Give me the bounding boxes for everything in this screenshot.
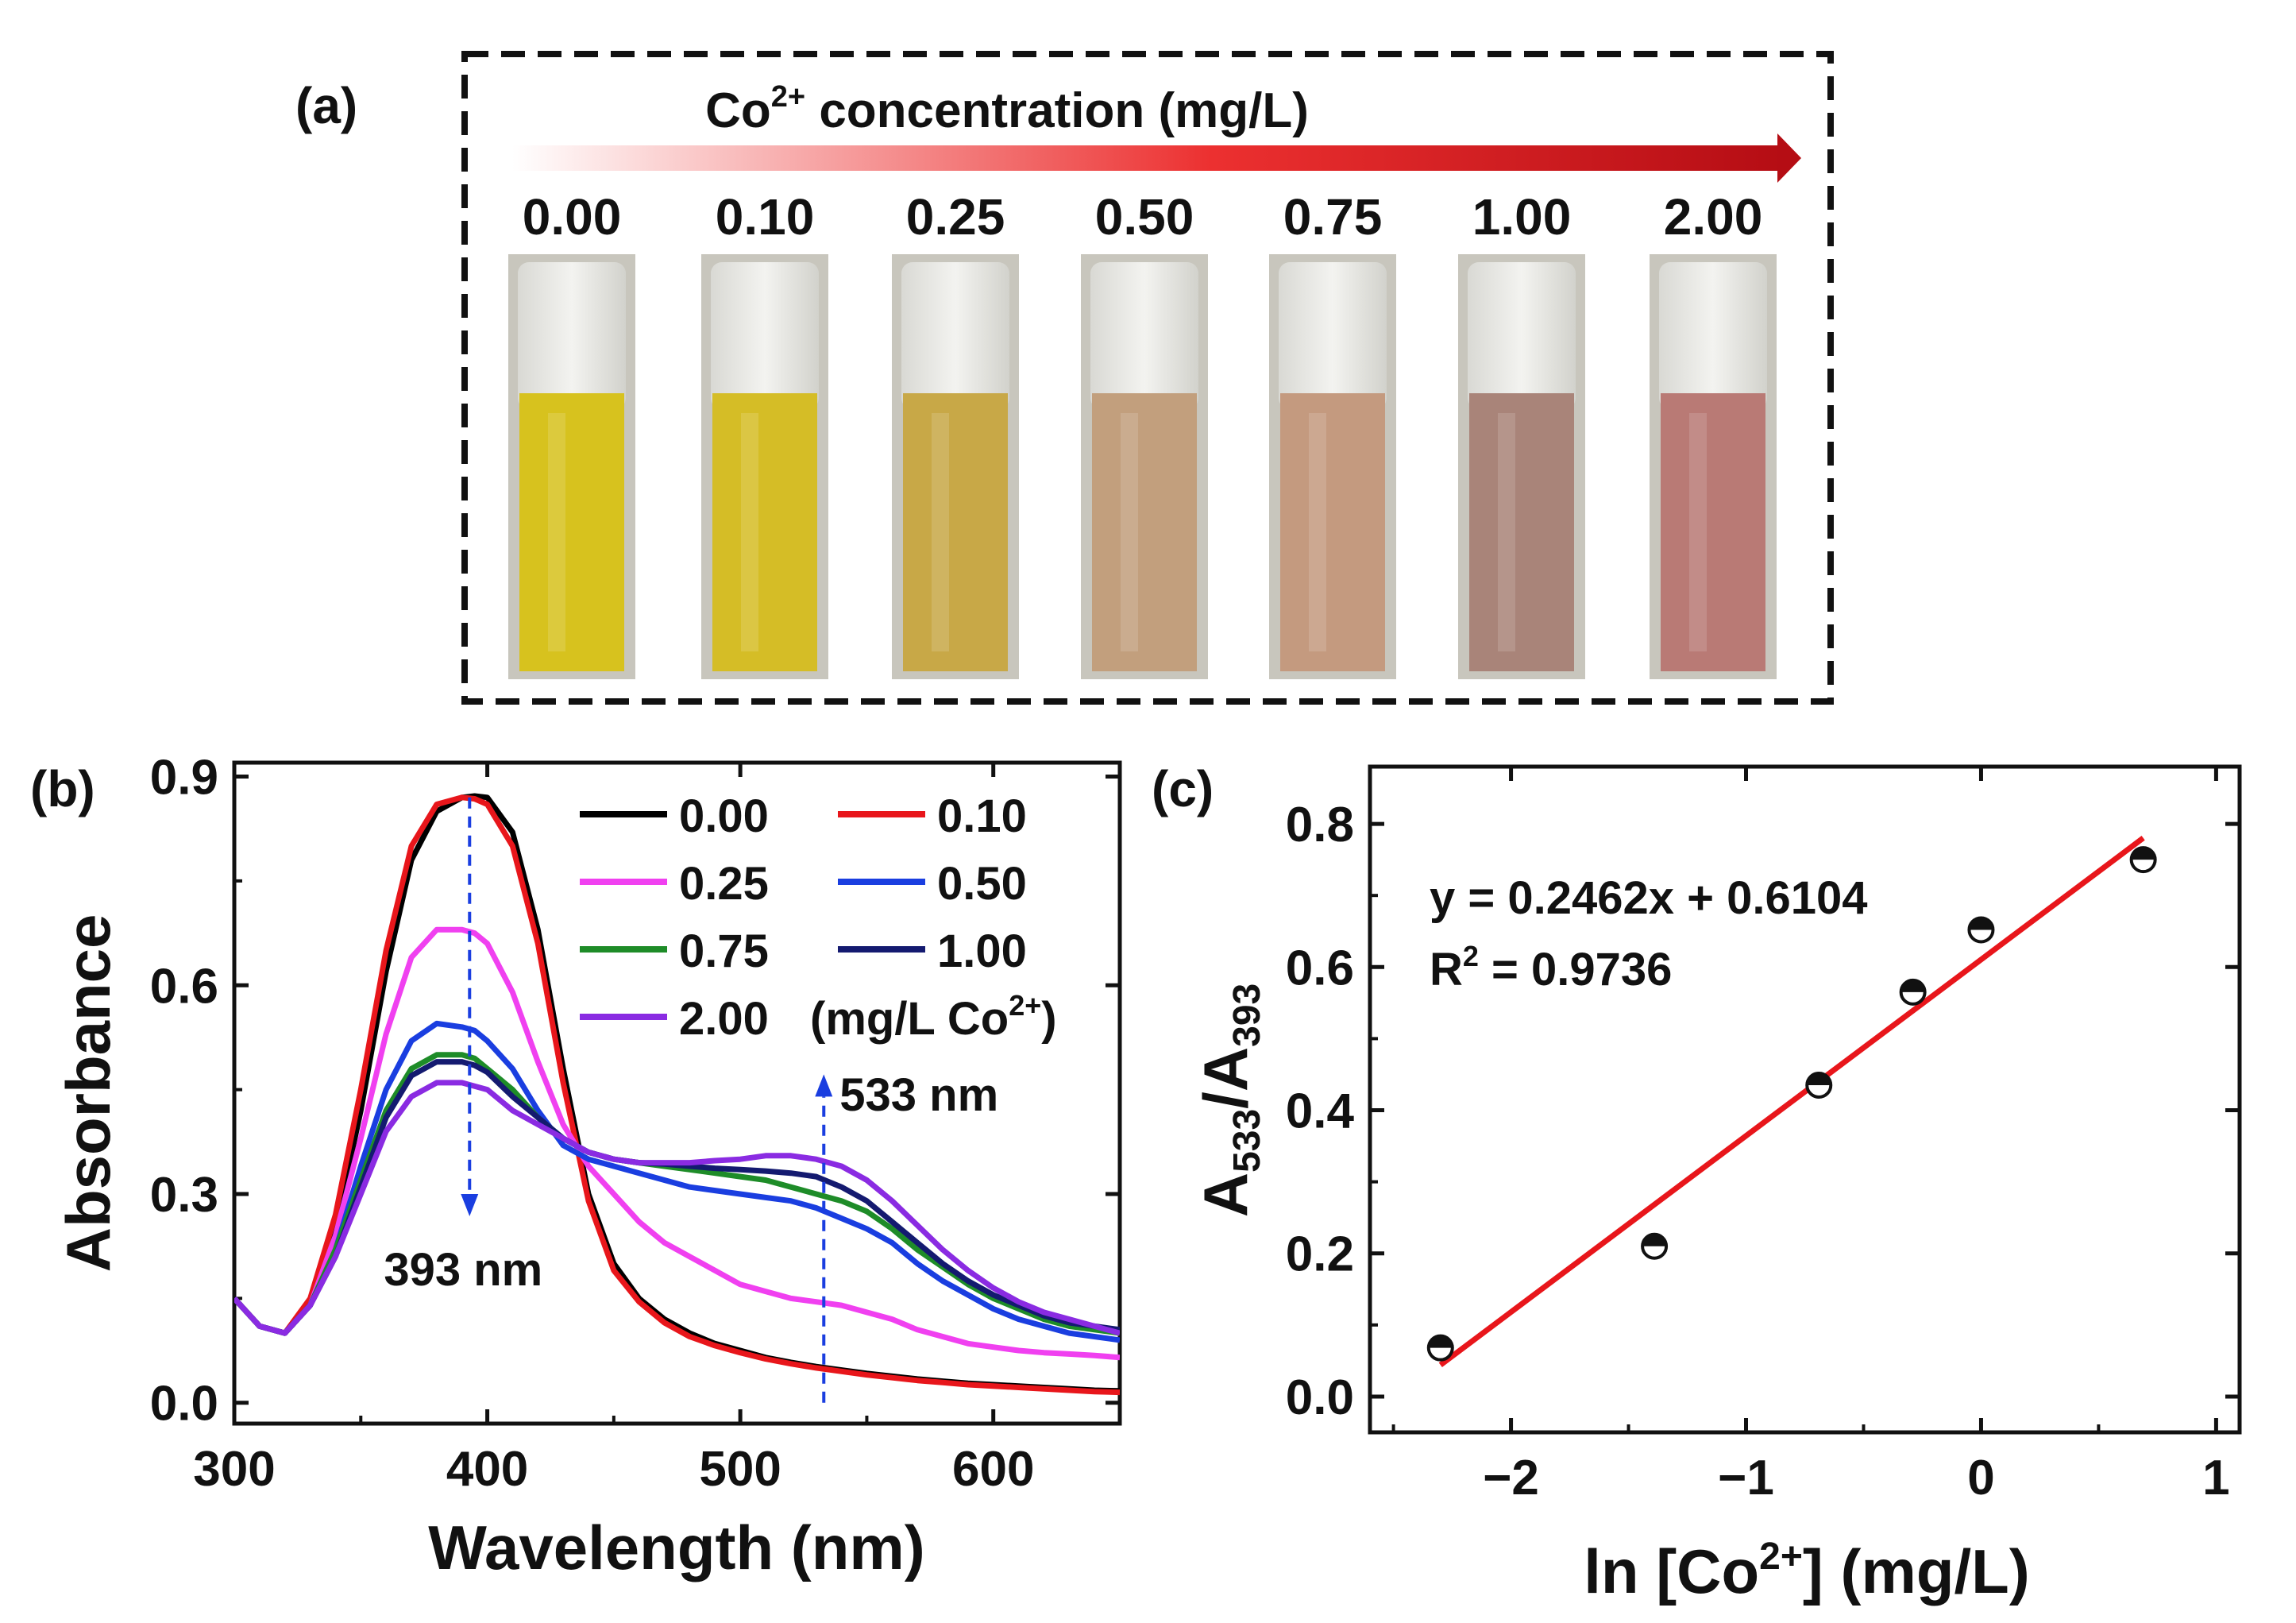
plot-b-frame	[232, 760, 1122, 1426]
plot-c-xtick-label-3: 1	[2202, 1451, 2229, 1505]
data-point-half-fill-5	[2131, 848, 2155, 860]
panel-a-title: Co2+ concentration (mg/L)	[705, 80, 1309, 138]
concentration-label-2: 0.25	[906, 188, 1005, 245]
cuvette-liquid-0	[519, 393, 624, 671]
data-point-half-fill-4	[1969, 918, 1993, 930]
plot-c-ytick-label-1: 0.2	[1286, 1227, 1354, 1282]
plot-c-ytick-label-0: 0.0	[1286, 1370, 1354, 1425]
data-point-half-fill-2	[1807, 1072, 1831, 1085]
plot-c-frame	[1368, 764, 2242, 1435]
legend-label-0.50: 0.50	[937, 858, 1027, 910]
cuvette-liquid-4	[1280, 393, 1385, 671]
peak-533-arrow-head	[815, 1074, 833, 1097]
plot-c-ylabel: A533/A393	[1190, 983, 1268, 1218]
data-point-half-fill-0	[1428, 1335, 1453, 1348]
fit-equation: y = 0.2462x + 0.6104	[1430, 872, 1868, 924]
cuvette-liquid-6	[1661, 393, 1765, 671]
plot-b-xtick-label-3: 600	[952, 1442, 1034, 1497]
fit-line	[1438, 836, 2145, 1367]
cuvette-highlight-6	[1689, 413, 1707, 651]
plot-b-xtick-label-2: 500	[699, 1442, 781, 1497]
panel-b: (b) 300 400 500 600 0.0 0.3 0.6 0.9 393 nm 533 n…	[30, 751, 1122, 1582]
plot-b-xlabel: Wavelength (nm)	[428, 1513, 924, 1582]
legend-unit-suffix: )	[1041, 993, 1056, 1045]
cuvette-highlight-1	[741, 413, 758, 651]
panel-a: (a) Co2+ concentration (mg/L) 0.00 0.10 0.…	[295, 51, 1834, 705]
spectrum-line-0.50	[234, 1020, 1120, 1343]
concentration-label-1: 0.10	[716, 188, 815, 245]
spectrum-line-0.25	[234, 926, 1120, 1361]
legend-label-0.25: 0.25	[679, 858, 769, 910]
plot-c-xlabel: ln [Co2+] (mg/L)	[1584, 1536, 2030, 1606]
plot-b-xtick-label-1: 400	[446, 1442, 528, 1497]
cuvette-liquid-3	[1092, 393, 1197, 671]
plot-c-ytick-label-3: 0.6	[1286, 941, 1354, 995]
plot-c-xtick-label-2: 0	[1967, 1451, 1994, 1505]
plot-b-ytick-label-2: 0.6	[150, 959, 218, 1014]
spectrum-line-0.10	[234, 794, 1120, 1396]
legend-label-2.00: 2.00	[679, 993, 769, 1045]
plot-c-xtick-label-0: −2	[1483, 1451, 1539, 1505]
plot-b-ytick-label-0: 0.0	[150, 1377, 218, 1432]
peak-393-arrow-head	[461, 1193, 479, 1216]
cuvette-cap-2	[901, 262, 1009, 409]
cuvette-liquid-2	[903, 393, 1008, 671]
legend-unit-prefix: (mg/L Co	[810, 993, 1009, 1045]
cuvette-cap-4	[1279, 262, 1387, 409]
legend-unit-sup: 2+	[1009, 989, 1041, 1022]
panel-b-label: (b)	[30, 760, 95, 817]
data-point-half-fill-3	[1900, 980, 1925, 992]
plot-c-xtick-label-1: −1	[1718, 1451, 1774, 1505]
concentration-label-4: 0.75	[1283, 188, 1383, 245]
concentration-arrow-head	[1777, 133, 1801, 183]
peak-393-label: 393 nm	[384, 1244, 542, 1296]
panel-c: (c) −2 −1 0 1 0.0 0.2 0.4 0.6 0.8 y = 0.2462x + …	[1152, 760, 2242, 1606]
panel-a-dashed-frame	[461, 51, 1834, 705]
legend-label-0.75: 0.75	[679, 925, 769, 977]
legend-unit: (mg/L Co2+)	[810, 989, 1057, 1045]
cuvette-cap-6	[1659, 262, 1767, 409]
concentration-label-0: 0.00	[523, 188, 622, 245]
legend-label-1.00: 1.00	[937, 925, 1027, 977]
fit-r-squared: R2 = 0.9736	[1430, 940, 1672, 995]
plot-b-ytick-label-3: 0.9	[150, 751, 218, 806]
plot-c-ytick-label-4: 0.8	[1286, 798, 1354, 852]
cuvette-highlight-4	[1309, 413, 1326, 651]
cuvette-cap-5	[1468, 262, 1576, 409]
cuvette-cap-0	[518, 262, 626, 409]
legend-label-0.10: 0.10	[937, 790, 1027, 842]
concentration-arrow-shaft	[512, 145, 1783, 171]
panel-a-label: (a)	[295, 77, 357, 134]
concentration-label-3: 0.50	[1095, 188, 1194, 245]
plot-b-ylabel: Absorbance	[53, 914, 123, 1273]
cuvette-highlight-3	[1121, 413, 1138, 651]
concentration-label-5: 1.00	[1472, 188, 1572, 245]
cuvette-cap-3	[1090, 262, 1198, 409]
panel-c-label: (c)	[1152, 760, 1214, 817]
data-point-half-fill-1	[1642, 1234, 1667, 1246]
spectrum-line-2.00	[234, 1080, 1120, 1336]
plot-b-ytick-label-1: 0.3	[150, 1168, 218, 1223]
cuvette-cap-1	[711, 262, 819, 409]
cuvette-highlight-2	[932, 413, 949, 651]
plot-b-xtick-label-0: 300	[193, 1442, 275, 1497]
legend-label-0.00: 0.00	[679, 790, 769, 842]
concentration-label-6: 2.00	[1664, 188, 1763, 245]
cuvette-liquid-5	[1469, 393, 1574, 671]
plot-c-ytick-label-2: 0.4	[1286, 1084, 1355, 1139]
peak-533-label: 533 nm	[839, 1069, 998, 1121]
cuvette-highlight-5	[1498, 413, 1515, 651]
cuvette-highlight-0	[548, 413, 565, 651]
cuvette-liquid-1	[712, 393, 817, 671]
